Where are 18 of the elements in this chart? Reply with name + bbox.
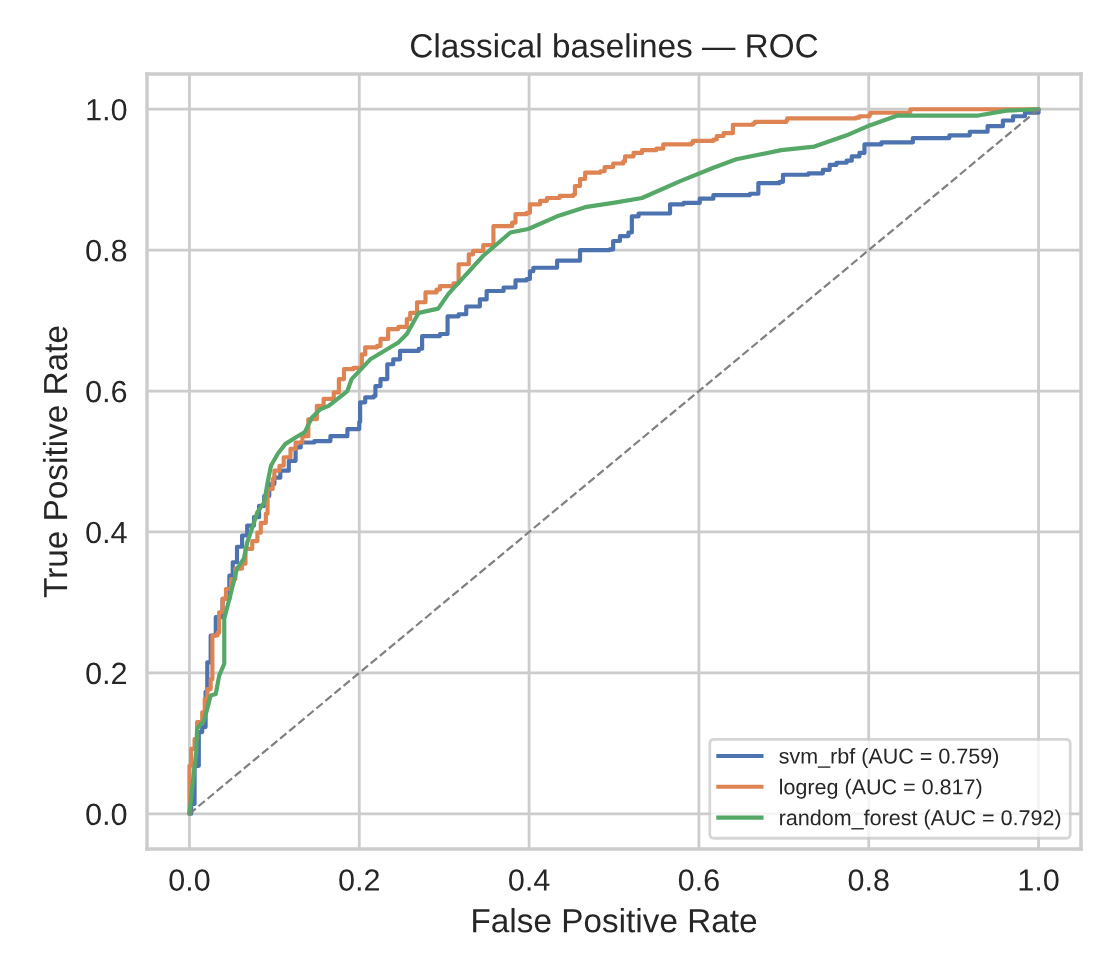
x-tick-label: 0.0	[169, 869, 210, 891]
x-tick-label: 0.8	[848, 869, 889, 891]
y-tick-label: 0.2	[86, 662, 127, 685]
x-tick-label: 0.6	[678, 869, 719, 891]
y-tick-label: 0.0	[86, 803, 127, 826]
y-tick-label: 0.8	[86, 239, 127, 262]
chart-title: Classical baselines — ROC	[411, 33, 818, 58]
legend-label: random_forest (AUC = 0.792)	[780, 809, 1061, 830]
legend-label: logreg (AUC = 0.817)	[780, 778, 982, 799]
y-axis-title: True Positive Rate	[42, 326, 68, 598]
x-tick-label: 0.2	[339, 869, 379, 891]
x-tick-label: 0.4	[509, 869, 550, 891]
y-tick-label: 0.6	[86, 380, 127, 403]
x-tick-label: 1.0	[1019, 869, 1059, 891]
y-tick-label: 0.4	[86, 521, 127, 544]
legend-label: svm_rbf (AUC = 0.759)	[779, 747, 999, 768]
y-tick-label: 1.0	[87, 98, 127, 121]
x-axis-title: False Positive Rate	[473, 908, 757, 933]
